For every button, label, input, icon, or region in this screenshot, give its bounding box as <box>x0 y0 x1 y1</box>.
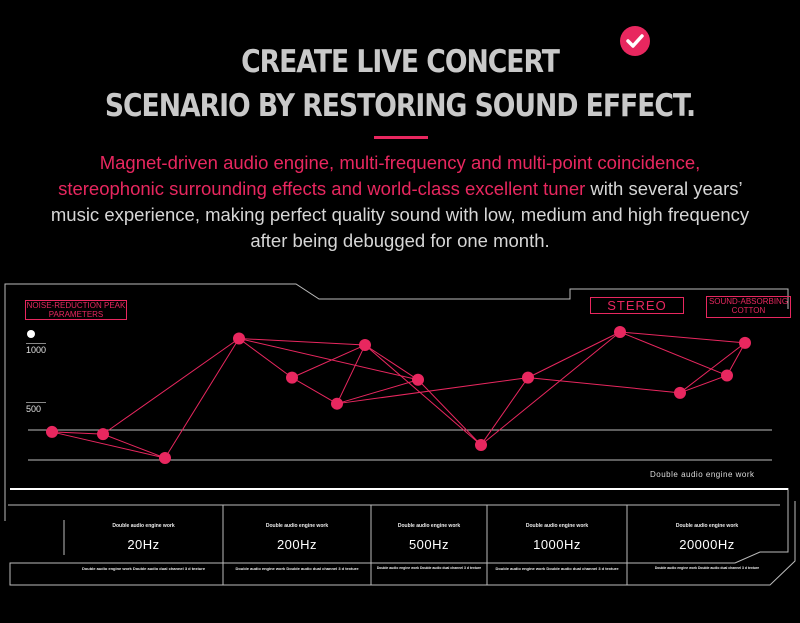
chart-edge <box>51 431 166 459</box>
chart-edge <box>238 338 293 379</box>
freq-cell-500hz: Double audio engine work 500Hz Double au… <box>371 505 487 577</box>
chart-point <box>475 438 487 451</box>
chart-edge <box>527 331 621 379</box>
chart-edge <box>102 338 240 435</box>
stereo-label: STEREO <box>590 297 684 314</box>
chart-edge <box>336 377 529 405</box>
chart-point <box>331 397 343 410</box>
chart-edge <box>51 431 104 435</box>
chart-edge <box>364 344 419 381</box>
chart-point <box>522 371 534 384</box>
headline-line-1: CREATE LIVE CONCERT <box>241 44 560 80</box>
sound-absorbing-label: SOUND-ABSORBING COTTON <box>706 296 791 318</box>
freq-header: Double audio engine work <box>675 523 739 529</box>
chart-edge <box>291 377 338 405</box>
legend-dot <box>27 330 35 338</box>
noise-reduction-label: NOISE-REDUCTION PEAK PARAMETERS <box>25 300 127 320</box>
chart-edge <box>102 433 166 459</box>
chart-point <box>286 371 298 384</box>
chart-point <box>739 336 751 349</box>
freq-detail: Double audio engine work Double audio du… <box>235 566 359 571</box>
chart-edge <box>336 344 366 404</box>
freq-cell-20000hz: Double audio engine work 20000Hz Double … <box>627 505 787 577</box>
freq-detail: Double audio engine work Double audio du… <box>654 566 760 570</box>
chart-point <box>674 386 686 399</box>
y-tick-low <box>26 402 46 403</box>
chart-edge <box>619 331 746 344</box>
freq-detail: Double audio engine work Double audio du… <box>495 566 619 571</box>
chart-point <box>233 332 245 345</box>
chart-point <box>159 452 171 464</box>
chart-edge <box>679 374 728 394</box>
chart-edge <box>726 342 746 376</box>
freq-header: Double audio engine work <box>265 523 329 529</box>
freq-value: 1000Hz <box>533 537 581 552</box>
y-tick-high <box>26 343 46 344</box>
chart-point <box>359 339 371 352</box>
chart-point <box>46 425 58 438</box>
freq-value: 20000Hz <box>679 537 735 552</box>
chart-edge <box>679 342 746 394</box>
chart-edge <box>336 379 419 405</box>
freq-detail: Double audio engine work Double audio du… <box>81 566 206 571</box>
freq-cell-200hz: Double audio engine work 200Hz Double au… <box>223 505 371 577</box>
engine-caption: Double audio engine work <box>650 470 755 479</box>
checkmark-icon <box>620 26 650 56</box>
chart-point <box>412 373 424 386</box>
chart-point <box>614 326 626 338</box>
y-label-low: 500 <box>26 404 42 414</box>
freq-value: 200Hz <box>276 537 318 552</box>
chart-edge <box>480 331 621 446</box>
freq-detail: Double audio engine work Double audio du… <box>376 566 482 570</box>
chart-edge <box>527 377 681 394</box>
freq-value: 20Hz <box>127 537 160 552</box>
freq-cell-20hz: Double audio engine work 20Hz Double aud… <box>64 505 223 577</box>
headline-line-2: SCENARIO BY RESTORING SOUND EFFECT. <box>104 88 696 124</box>
chart-edge <box>417 379 482 446</box>
chart-point <box>721 369 733 382</box>
description-text: with several years’ music experience, ma… <box>50 178 761 251</box>
chart-point <box>97 428 109 441</box>
chart-edge <box>364 344 482 446</box>
chart-edge <box>164 338 240 459</box>
freq-value: 500Hz <box>408 537 450 552</box>
title-underline <box>374 136 428 139</box>
chart-edge <box>238 338 419 381</box>
description: Magnet-driven audio engine, multi-freque… <box>50 150 761 254</box>
chart-edge <box>480 377 529 446</box>
chart-edge <box>238 338 366 346</box>
chart-edge <box>291 344 366 379</box>
freq-header: Double audio engine work <box>397 523 461 529</box>
freq-header: Double audio engine work <box>112 523 175 529</box>
chart-edge <box>619 331 728 376</box>
freq-header: Double audio engine work <box>525 523 589 529</box>
y-label-high: 1000 <box>26 345 47 355</box>
description-highlight: Magnet-driven audio engine, multi-freque… <box>58 152 701 199</box>
freq-cell-1000hz: Double audio engine work 1000Hz Double a… <box>487 505 627 577</box>
